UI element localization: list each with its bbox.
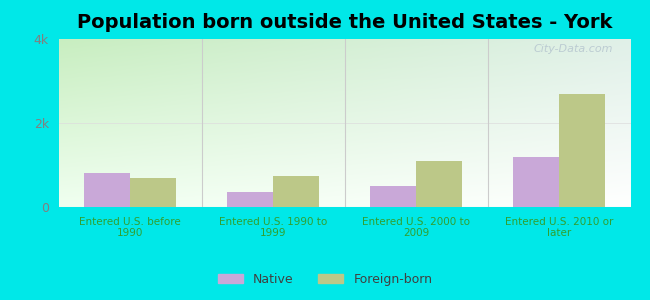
Bar	[514, 157, 559, 207]
Bar	[227, 192, 273, 207]
Bar	[370, 186, 416, 207]
Bar	[273, 176, 318, 207]
Bar	[84, 173, 130, 207]
Bar	[130, 178, 176, 207]
Legend: Native, Foreign-born: Native, Foreign-born	[213, 268, 437, 291]
Text: City-Data.com: City-Data.com	[534, 44, 614, 54]
Bar	[416, 161, 462, 207]
Title: Population born outside the United States - York: Population born outside the United State…	[77, 13, 612, 32]
Bar	[559, 94, 604, 207]
